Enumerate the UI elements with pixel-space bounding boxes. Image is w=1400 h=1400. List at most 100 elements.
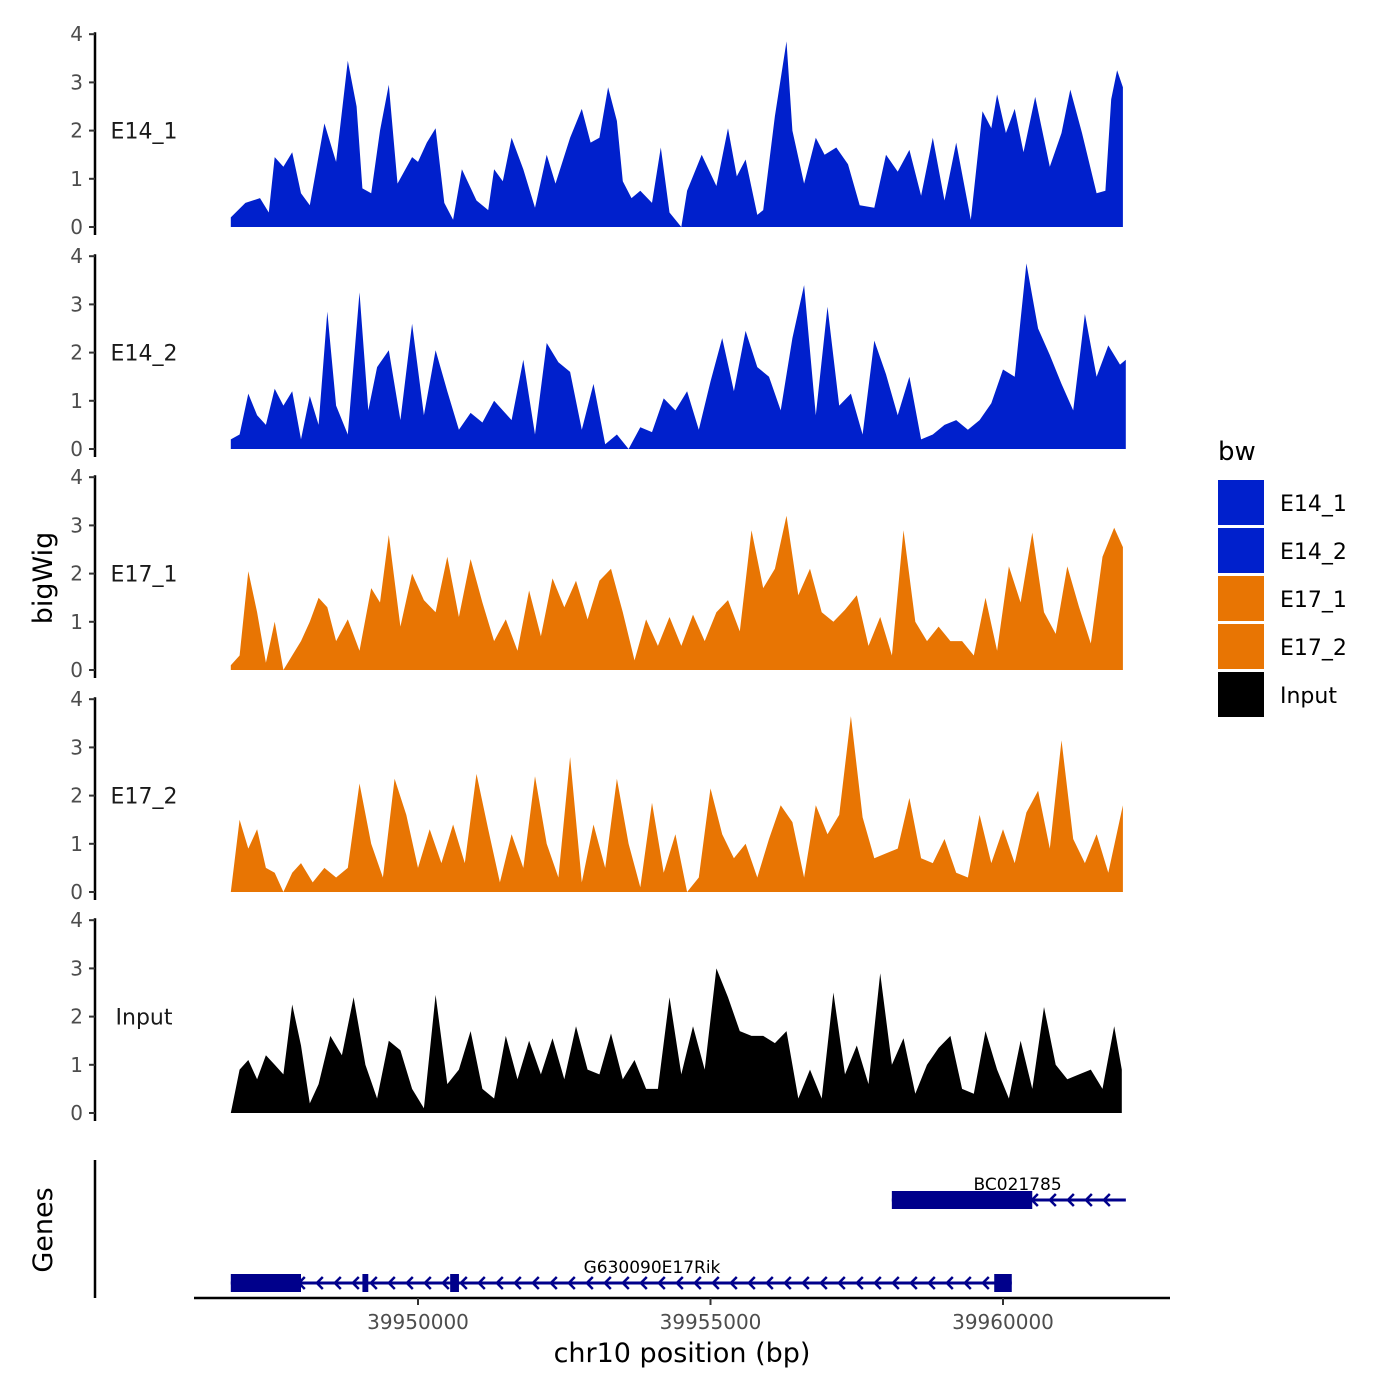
legend-swatch	[1218, 528, 1264, 573]
strand-arrow	[945, 1276, 954, 1290]
strand-arrow	[567, 1276, 576, 1290]
y-tick-label: 0	[70, 658, 83, 682]
strand-arrow	[981, 1276, 990, 1290]
legend-entry-E17_2: E17_2	[1218, 624, 1347, 669]
y-tick-label: 4	[70, 244, 83, 268]
track-label: E14_1	[111, 120, 178, 145]
exon	[450, 1274, 459, 1292]
legend-label: E14_1	[1280, 492, 1347, 517]
track-E14_1: 0 1 2 3 4 E14_1	[70, 22, 1123, 239]
strand-arrow	[603, 1276, 612, 1290]
strand-arrow	[1084, 1193, 1093, 1207]
strand-arrow	[549, 1276, 558, 1290]
strand-arrow	[405, 1276, 414, 1290]
legend-entry-E14_1: E14_1	[1218, 480, 1347, 525]
track-label: E14_2	[111, 342, 178, 367]
strand-arrow	[639, 1276, 648, 1290]
y-tick-label: 4	[70, 22, 83, 46]
area-series-E17_2	[230, 716, 1123, 892]
strand-arrow	[369, 1276, 378, 1290]
y-tick-label: 4	[70, 908, 83, 932]
legend-swatch	[1218, 576, 1264, 621]
strand-arrow	[819, 1276, 828, 1290]
strand-arrow	[873, 1276, 882, 1290]
y-tick-label: 2	[70, 1005, 83, 1029]
strand-arrow	[783, 1276, 792, 1290]
gene-label: G630090E17Rik	[584, 1258, 721, 1278]
y-tick-label: 0	[70, 215, 83, 239]
strand-arrow	[675, 1276, 684, 1290]
strand-arrow	[927, 1276, 936, 1290]
strand-arrow	[351, 1276, 360, 1290]
y-tick-label: 4	[70, 465, 83, 489]
gene-BC021785: BC021785	[891, 1175, 1126, 1209]
strand-arrow	[909, 1276, 918, 1290]
legend-entry-E14_2: E14_2	[1218, 528, 1347, 573]
x-tick-label: 39955000	[660, 1310, 762, 1334]
strand-arrow	[477, 1276, 486, 1290]
y-tick-label: 3	[70, 956, 83, 980]
y-tick-label: 0	[70, 1101, 83, 1125]
legend-entry-Input: Input	[1218, 672, 1337, 717]
strand-arrow	[333, 1276, 342, 1290]
legend-swatch	[1218, 480, 1264, 525]
legend-swatch	[1218, 672, 1264, 717]
legend-entry-E17_1: E17_1	[1218, 576, 1347, 621]
strand-arrow	[801, 1276, 810, 1290]
strand-arrow	[891, 1276, 900, 1290]
strand-arrow	[531, 1276, 540, 1290]
y-tick-label: 0	[70, 880, 83, 904]
strand-arrow	[1066, 1193, 1075, 1207]
y-tick-label: 3	[70, 513, 83, 537]
x-tick-label: 39950000	[367, 1310, 469, 1334]
y-tick-label: 1	[70, 1053, 83, 1077]
x-axis-title: chr10 position (bp)	[554, 1338, 811, 1369]
exon	[230, 1274, 301, 1292]
strand-arrow	[387, 1276, 396, 1290]
track-E17_1: 0 1 2 3 4 E17_1	[70, 465, 1123, 682]
y-tick-label: 4	[70, 687, 83, 711]
y-tick-label: 3	[70, 70, 83, 94]
y-tick-label: 1	[70, 610, 83, 634]
y-tick-label: 3	[70, 735, 83, 759]
legend-label: E17_1	[1280, 588, 1347, 613]
area-series-E14_1	[230, 41, 1123, 228]
track-label: E17_1	[111, 563, 178, 588]
strand-arrow	[585, 1276, 594, 1290]
y-tick-label: 3	[70, 292, 83, 316]
area-series-E17_1	[230, 515, 1123, 670]
exon	[362, 1274, 369, 1292]
strand-arrow	[1048, 1193, 1057, 1207]
strand-arrow	[747, 1276, 756, 1290]
strand-arrow	[765, 1276, 774, 1290]
area-series-Input	[230, 968, 1122, 1113]
strand-arrow	[1102, 1193, 1111, 1207]
legend-title: bw	[1218, 437, 1256, 467]
strand-arrow	[441, 1276, 450, 1290]
legend-label: E17_2	[1280, 636, 1347, 661]
exon	[994, 1274, 1012, 1292]
strand-arrow	[711, 1276, 720, 1290]
x-axis: 39950000 39955000 39960000	[194, 1296, 1170, 1334]
track-label: E17_2	[111, 785, 178, 810]
y-axis-title: bigWig	[28, 532, 59, 625]
legend-label: Input	[1280, 684, 1337, 709]
gene-G630090E17Rik: G630090E17Rik	[230, 1258, 1012, 1292]
gene-label: BC021785	[974, 1175, 1062, 1195]
legend-swatch	[1218, 624, 1264, 669]
strand-arrow	[495, 1276, 504, 1290]
y-tick-label: 1	[70, 389, 83, 413]
strand-arrow	[693, 1276, 702, 1290]
y-tick-label: 2	[70, 784, 83, 808]
track-E14_2: 0 1 2 3 4 E14_2	[70, 244, 1126, 461]
strand-arrow	[837, 1276, 846, 1290]
strand-arrow	[513, 1276, 522, 1290]
y-tick-label: 1	[70, 167, 83, 191]
y-tick-label: 0	[70, 437, 83, 461]
strand-arrow	[315, 1276, 324, 1290]
strand-arrow	[657, 1276, 666, 1290]
strand-arrow	[855, 1276, 864, 1290]
